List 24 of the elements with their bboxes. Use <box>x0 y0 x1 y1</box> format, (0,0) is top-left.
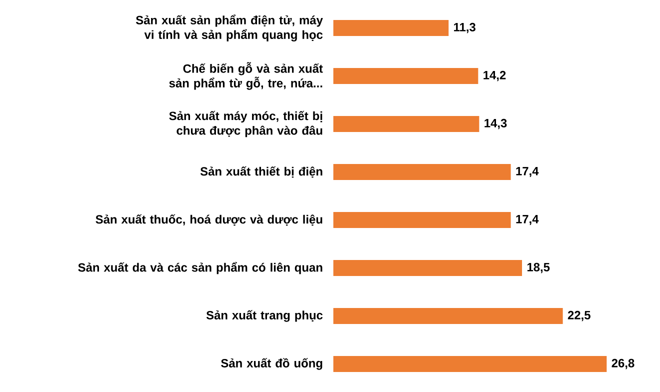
data-label: 22,5 <box>568 310 590 322</box>
data-label: 11,3 <box>454 22 476 34</box>
data-label: 14,2 <box>484 70 506 82</box>
y-tick-label: Sản xuất sản phẩm điện tử, máy vi tính và sản phẩm quang học <box>136 14 323 42</box>
y-tick-label: Sản xuất thuốc, hoá dược và dược liệu <box>96 214 322 226</box>
y-tick-label: Sản xuất máy móc, thiết bị chưa được phân vào đâu <box>169 110 322 138</box>
y-tick-label: Sản xuất thiết bị điện <box>200 166 322 178</box>
data-label: 17,4 <box>516 214 539 226</box>
y-tick-label: Sản xuất trang phục <box>206 310 323 322</box>
data-label: 18,5 <box>527 262 550 274</box>
bar <box>333 68 478 84</box>
bar <box>333 116 480 132</box>
bar <box>333 164 511 180</box>
y-tick-label: Sản xuất da và các sản phẩm có liên quan <box>78 262 322 274</box>
y-tick-label: Chế biến gỗ và sản xuất sản phẩm từ gỗ, tre, nứa... <box>169 62 323 90</box>
bar <box>333 308 563 324</box>
bar <box>333 356 607 372</box>
data-label: 14,3 <box>484 118 507 130</box>
data-label: 26,8 <box>612 358 634 370</box>
data-label: 17,4 <box>516 166 539 178</box>
y-tick-label: Sản xuất đồ uống <box>221 358 322 370</box>
bar <box>333 212 511 228</box>
bar <box>333 260 522 276</box>
bar <box>333 20 449 36</box>
